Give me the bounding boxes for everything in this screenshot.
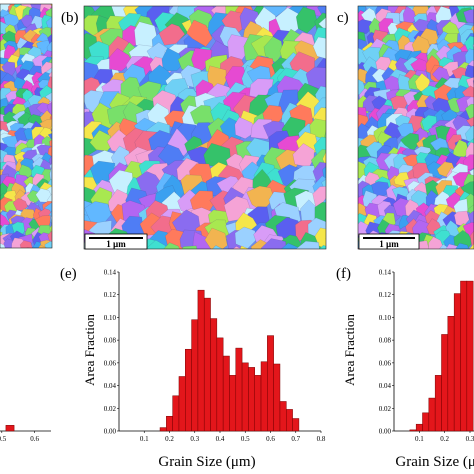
panel-label-b: (b) xyxy=(61,10,79,26)
chart-f-x-tick-label: 0.1 xyxy=(415,435,424,443)
chart-e-y-tick-label: 0.06 xyxy=(104,359,117,367)
chart-e-xlabel: Grain Size (μm) xyxy=(158,454,255,470)
chart-e-bar xyxy=(210,318,218,432)
chart-e-bar xyxy=(267,335,274,432)
chart-e-bar xyxy=(286,409,293,432)
chart-f-bar xyxy=(415,423,423,432)
panel-label-c: c) xyxy=(337,10,349,26)
chart-e-x-tick-label: 0.7 xyxy=(291,435,300,443)
chart-f-ylabel: Area Fraction xyxy=(342,314,357,386)
chart-e-bar xyxy=(185,348,192,432)
ebsd-map-b xyxy=(84,6,326,249)
chart-e-x-tick-label: 0.8 xyxy=(317,435,326,443)
chart-e-y-tick-label: 0.00 xyxy=(104,428,117,436)
chart-f-y-tick-label: 0.06 xyxy=(379,359,392,367)
chart-e-bar xyxy=(159,427,167,432)
chart-e-x-tick-label: 0.6 xyxy=(266,435,275,443)
scale-bar-b: 1 µm xyxy=(84,233,148,250)
chart-e-x-tick-label: 0.4 xyxy=(216,435,225,443)
chart-e-bar xyxy=(216,337,224,432)
chart-f-y-tick-label: 0.02 xyxy=(379,405,392,413)
chart-d-x-tick-label: 0.5 xyxy=(0,435,7,443)
chart-e-bar xyxy=(235,347,243,432)
chart-f-bar xyxy=(466,280,474,432)
chart-e-bar xyxy=(292,418,300,432)
chart-e-bar xyxy=(191,319,199,432)
chart-f-bar xyxy=(434,375,442,432)
panel-label-f: (f) xyxy=(336,266,351,282)
chart-e-y-tick-label: 0.10 xyxy=(104,314,117,322)
chart-d: 0.5 0.6 xyxy=(0,425,51,443)
chart-f-y-tick-label: 0.00 xyxy=(379,428,392,436)
scale-bar-c: 1 µm xyxy=(358,233,420,250)
chart-e-y-tick-label: 0.12 xyxy=(104,291,117,299)
chart-e-bar xyxy=(222,355,230,432)
chart-f-bar xyxy=(441,334,449,432)
chart-e-bar xyxy=(241,362,249,432)
panel-label-e: (e) xyxy=(60,266,77,282)
chart-f-bar xyxy=(422,412,430,432)
chart-e-y-tick-label: 0.04 xyxy=(104,382,117,390)
chart-e-bar xyxy=(178,376,186,432)
chart-e-bar xyxy=(279,401,287,432)
chart-f-bar xyxy=(460,280,468,432)
chart-e-bar xyxy=(197,289,205,432)
chart-e-bar xyxy=(203,297,211,432)
chart-f-x-tick-label: 0.3 xyxy=(466,435,474,443)
chart-f-y-tick-label: 0.14 xyxy=(379,269,392,277)
chart-f-y-tick-label: 0.08 xyxy=(379,337,392,345)
chart-e-bar xyxy=(248,367,255,432)
chart-e-bar xyxy=(254,375,262,432)
chart-f-x-tick-label: 0.2 xyxy=(440,435,449,443)
chart-f-bar xyxy=(428,397,436,432)
ebsd-map-b-frame xyxy=(83,5,327,250)
chart-e-ylabel: Area Fraction xyxy=(82,314,97,386)
chart-f-bar xyxy=(453,293,461,432)
chart-e-x-tick-label: 0.3 xyxy=(190,435,199,443)
scale-bar-b-label: 1 µm xyxy=(106,239,126,249)
scale-bar-c-label: 1 µm xyxy=(379,239,399,249)
chart-e-bar xyxy=(229,375,237,432)
chart-e-x-tick-label: 0.1 xyxy=(140,435,149,443)
chart-e-bar xyxy=(172,395,180,432)
chart-f-y-tick-label: 0.12 xyxy=(379,291,392,299)
chart-d-x-tick-label: 0.6 xyxy=(30,435,39,443)
chart-f: 0.1 0.2 0.3 0.00 0.02 0.04 0.06 0.08 0.10 0.12 0.1… xyxy=(379,269,474,443)
chart-f-y-tick-label: 0.04 xyxy=(379,382,392,390)
chart-e-bar xyxy=(273,363,281,432)
chart-e: 0.1 0.2 0.3 0.4 0.5 0.6 0.7 0.8 0.00 0.02 0.04 0.06… xyxy=(104,269,326,444)
chart-e-bar xyxy=(166,415,173,432)
chart-e-y-tick-label: 0.14 xyxy=(104,269,117,277)
chart-e-y-tick-label: 0.02 xyxy=(104,405,117,413)
chart-e-x-tick-label: 0.5 xyxy=(241,435,250,443)
chart-e-y-tick-label: 0.08 xyxy=(104,337,117,345)
ebsd-map-c xyxy=(358,6,474,249)
ebsd-map-a xyxy=(0,4,52,248)
chart-f-bar xyxy=(409,429,417,432)
chart-d-bar xyxy=(5,425,15,432)
chart-e-x-tick-label: 0.2 xyxy=(165,435,174,443)
chart-f-y-tick-label: 0.10 xyxy=(379,314,392,322)
ebsd-map-a-frame xyxy=(0,3,53,249)
chart-f-bar xyxy=(447,316,455,432)
chart-f-xlabel: Grain Size (μm) xyxy=(395,454,474,470)
chart-e-bar xyxy=(260,361,268,432)
